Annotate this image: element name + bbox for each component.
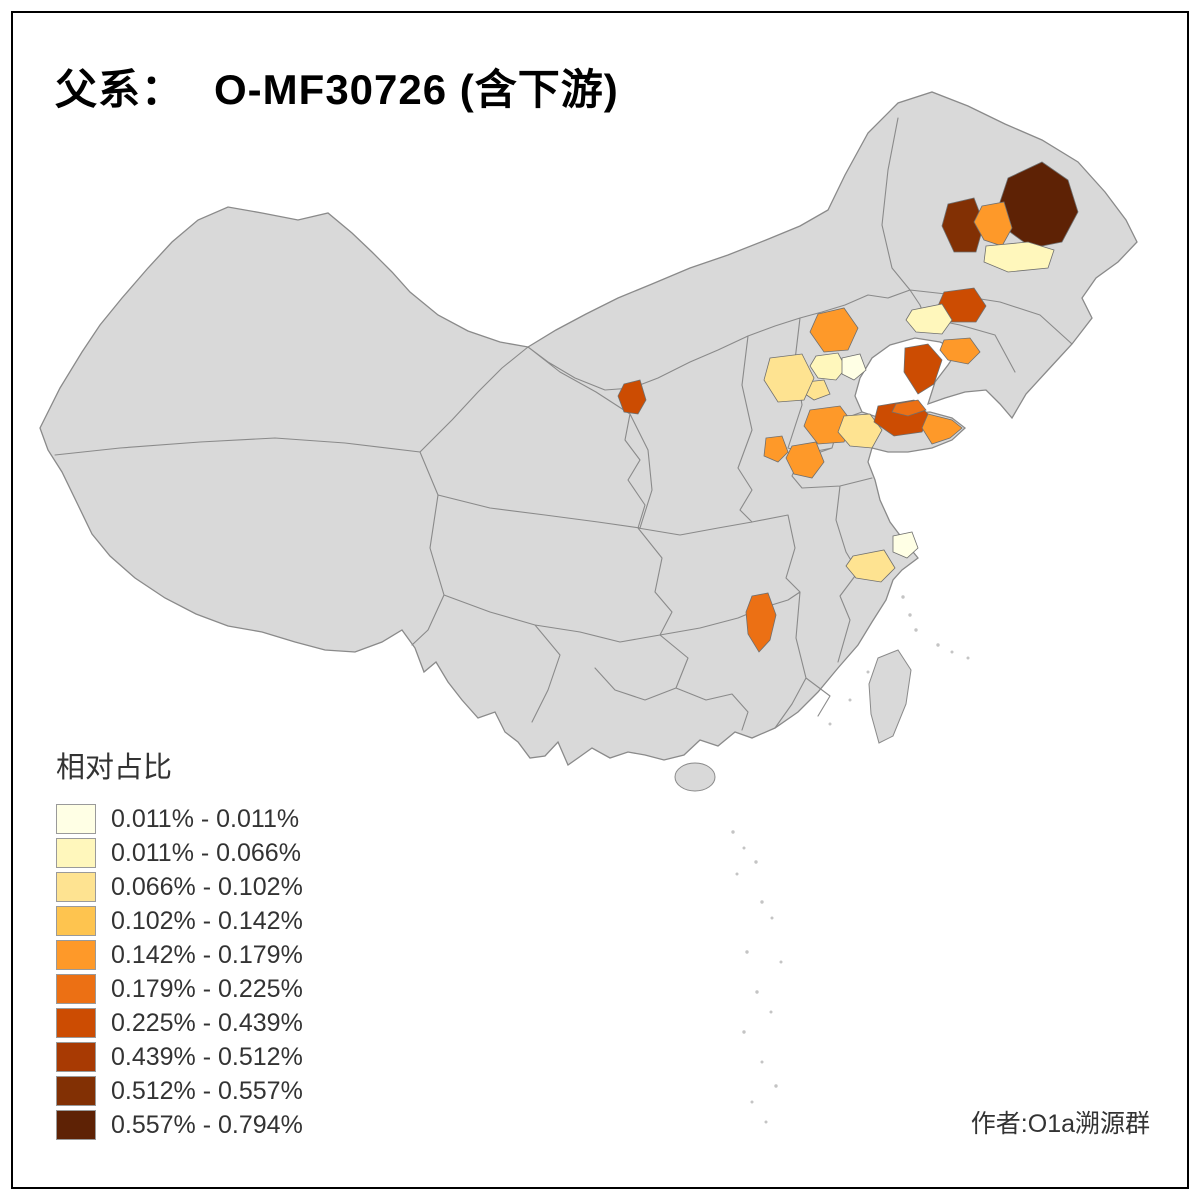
legend-swatch xyxy=(56,872,96,902)
legend-swatch xyxy=(56,906,96,936)
author-credit: 作者:O1a溯源群 xyxy=(970,1110,1150,1138)
map-patch-yantai-orange xyxy=(921,413,963,445)
map-patch-puyang-orange xyxy=(763,435,789,463)
legend-swatch xyxy=(56,1008,96,1038)
legend-swatch xyxy=(56,974,96,1004)
legend-entry-label: 0.011% - 0.011% xyxy=(111,804,300,833)
map-patch-heilongjiang-brown xyxy=(941,197,985,253)
taiwan-island xyxy=(868,649,912,744)
south-sea-islets xyxy=(731,595,970,1124)
legend-entry: 0.179% - 0.225% xyxy=(56,974,303,1004)
hainan-island xyxy=(674,762,716,792)
map-patch-hebei-west-pale xyxy=(763,353,815,403)
legend-entries: 0.011% - 0.011% 0.011% - 0.066% 0.066% - 0… xyxy=(56,804,303,1140)
legend-entry-label: 0.439% - 0.512% xyxy=(111,1042,303,1071)
map-patch-hunan-orange xyxy=(745,592,777,653)
legend-entry-label: 0.225% - 0.439% xyxy=(111,1008,303,1037)
map-patch-liaodong-dark-orange xyxy=(903,343,943,395)
legend-swatch xyxy=(56,804,96,834)
legend-swatch xyxy=(56,838,96,868)
map-patch-hebei-pale-1 xyxy=(809,352,847,381)
legend-entry-label: 0.102% - 0.142% xyxy=(111,906,303,935)
map-patch-beijing-orange xyxy=(809,307,859,353)
title-main: O-MF30726 (含下游) xyxy=(214,66,619,113)
legend: 相对占比 0.011% - 0.011% 0.011% - 0.066% 0.066… xyxy=(56,744,303,1144)
legend-entry: 0.102% - 0.142% xyxy=(56,906,303,936)
legend-title: 相对占比 xyxy=(56,752,173,784)
legend-entry-label: 0.512% - 0.557% xyxy=(111,1076,303,1105)
map-patch-zhejiang-pale xyxy=(845,549,896,583)
legend-swatch xyxy=(56,1076,96,1106)
legend-entry: 0.557% - 0.794% xyxy=(56,1110,303,1140)
title-prefix: 父系： xyxy=(55,66,185,113)
legend-entry: 0.011% - 0.066% xyxy=(56,838,303,868)
legend-swatch xyxy=(56,1110,96,1140)
legend-swatch xyxy=(56,1042,96,1072)
map-patch-shanghai-white xyxy=(892,531,919,559)
legend-entry: 0.512% - 0.557% xyxy=(56,1076,303,1106)
map-patch-liaoning-orange xyxy=(939,337,981,365)
legend-entry-label: 0.011% - 0.066% xyxy=(111,838,301,867)
china-outline xyxy=(39,91,1138,766)
map-patch-jilin-pale xyxy=(905,303,953,335)
map-patch-ningxia-dark-orange xyxy=(617,379,647,415)
map-patch-hebei-white xyxy=(841,353,867,381)
legend-swatch xyxy=(56,940,96,970)
legend-entry-label: 0.179% - 0.225% xyxy=(111,974,303,1003)
map-patch-peninsula-orange xyxy=(891,399,927,417)
legend-entry: 0.225% - 0.439% xyxy=(56,1008,303,1038)
legend-entry: 0.011% - 0.011% xyxy=(56,804,303,834)
legend-entry-label: 0.557% - 0.794% xyxy=(111,1110,303,1139)
map-patch-heilongjiang-pale xyxy=(983,241,1055,273)
legend-entry: 0.439% - 0.512% xyxy=(56,1042,303,1072)
legend-entry: 0.066% - 0.102% xyxy=(56,872,303,902)
map-patch-shandong-sw-orange xyxy=(785,441,825,479)
page-title: 父系： O-MF30726 (含下游) xyxy=(55,56,619,117)
legend-entry: 0.142% - 0.179% xyxy=(56,940,303,970)
legend-entry-label: 0.142% - 0.179% xyxy=(111,940,303,969)
legend-entry-label: 0.066% - 0.102% xyxy=(111,872,303,901)
map-patch-shandong-mid-pale xyxy=(837,413,883,449)
